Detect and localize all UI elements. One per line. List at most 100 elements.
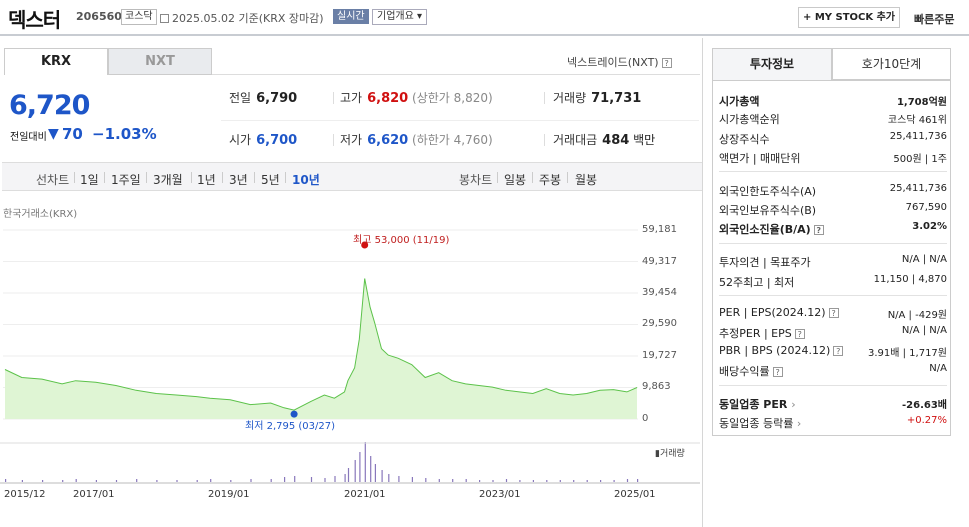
help-icon[interactable]: ? (794, 329, 805, 339)
help-icon[interactable]: ? (772, 367, 783, 377)
y-tick: 19,727 (642, 350, 677, 361)
period-1d[interactable]: 1일 (80, 173, 99, 187)
candle-weekly[interactable]: 주봉 (539, 173, 562, 187)
volume-bar (347, 468, 350, 482)
info-key-text: PER | EPS(2024.12) (719, 306, 826, 319)
line-chart-label[interactable]: 선차트 (36, 173, 70, 187)
x-tick: 2025/01 (614, 489, 656, 500)
volume-bar (230, 480, 232, 482)
tab-divider (212, 74, 700, 75)
volume-bar (388, 474, 390, 482)
info-row: 외국인소진율(B/A)? 3.02% (719, 221, 947, 237)
volume-bar (600, 480, 602, 482)
help-icon[interactable]: ? (828, 308, 839, 318)
tab-nxt[interactable]: NXT (108, 48, 212, 75)
volume-bar (294, 476, 296, 482)
info-value: N/A | N/A (901, 254, 947, 265)
volume-bar (381, 470, 383, 482)
volume-bar (573, 480, 575, 482)
quick-order-button[interactable]: 빠른주문 (914, 13, 955, 26)
high-price: 고가 6,820 (상한가 8,820) (340, 89, 493, 106)
open-price: 시가 6,700 (229, 131, 297, 148)
quote-chart-panel: KRX NXT 넥스트레이드(NXT)? 6,720 전일대비 ▼ 70 −1.… (0, 38, 703, 527)
info-value: 25,411,736 (889, 131, 947, 142)
divider (254, 172, 255, 183)
info-row: 52주최고 | 최저 11,150 | 4,870 (719, 274, 947, 290)
volume-bar (586, 480, 588, 482)
candle-chart-label[interactable]: 봉차트 (459, 173, 493, 187)
realtime-button[interactable]: 실시간 (333, 9, 369, 24)
info-row[interactable]: 동일업종 등락률 › +0.27% (719, 415, 947, 431)
change-percent: −1.03% (92, 125, 157, 143)
volume-bar (196, 480, 198, 482)
change-label: 전일대비 (10, 132, 47, 143)
info-key: PBR | BPS (2024.12)? (719, 344, 844, 357)
volume-bar (546, 480, 548, 482)
volume-bar (479, 480, 481, 482)
chart-period-bar: 선차트 1일 1주일 3개월 1년 3년 5년 10년 봉차트 일봉 주봉 월봉 (2, 162, 702, 191)
volume-bar (334, 476, 336, 482)
volume-bar (5, 479, 7, 482)
nxt-link-label: 넥스트레이드(NXT) (567, 56, 659, 69)
period-10y[interactable]: 10년 (292, 173, 320, 187)
high-label: 고가 (340, 91, 363, 105)
info-value: N/A (929, 363, 947, 374)
y-tick: 39,454 (642, 287, 677, 298)
tab-orderbook[interactable]: 호가10단계 (832, 48, 951, 80)
info-value: 500원 | 1주 (893, 154, 947, 165)
volume-bar (324, 478, 326, 482)
candle-daily[interactable]: 일봉 (504, 173, 527, 187)
period-3m[interactable]: 3개월 (153, 173, 183, 187)
volume-bar (613, 480, 615, 482)
volume-bar (115, 480, 118, 482)
divider (719, 385, 947, 386)
candle-monthly[interactable]: 월봉 (575, 173, 598, 187)
min-price-label: 최저 2,795 (03/27) (245, 421, 336, 432)
tab-krx[interactable]: KRX (4, 48, 108, 75)
divider (544, 134, 545, 146)
volume-bars (5, 442, 639, 482)
x-tick: 2015/12 (4, 489, 46, 500)
info-row: 시가총액순위 코스닥 461위 (719, 111, 947, 127)
nxt-link[interactable]: 넥스트레이드(NXT)? (567, 54, 672, 70)
prev-close-value: 6,790 (256, 91, 298, 106)
info-key: 동일업종 등락률 › (719, 415, 801, 431)
volume-bar (42, 480, 44, 482)
low-price: 저가 6,620 (하한가 4,760) (340, 131, 493, 148)
add-mystock-button[interactable]: + MY STOCK 추가 (798, 7, 900, 28)
volume-bar (492, 480, 494, 482)
prev-close-label: 전일 (229, 91, 252, 105)
max-price-label: 최고 53,000 (11/19) (353, 235, 450, 246)
volume-bar (452, 479, 454, 482)
tab-invest-info[interactable]: 투자정보 (712, 48, 832, 80)
price-area (5, 278, 637, 419)
info-value: 11,150 | 4,870 (873, 274, 947, 285)
volume-bar (136, 479, 138, 482)
divider (544, 92, 545, 104)
divider (74, 172, 75, 183)
volume-bar (344, 474, 346, 482)
period-1w[interactable]: 1주일 (111, 173, 141, 187)
help-icon[interactable]: ? (661, 58, 672, 68)
company-info-dropdown[interactable]: 기업개요 ▾ (372, 9, 427, 25)
price-chart[interactable] (0, 38, 703, 527)
period-5y[interactable]: 5년 (261, 173, 280, 187)
volume-bar (95, 480, 97, 482)
info-row[interactable]: 동일업종 PER › -26.63배 (719, 396, 947, 412)
info-value: 1,708억원 (896, 97, 947, 108)
info-key: 외국인보유주식수(B) (719, 204, 817, 217)
help-icon[interactable]: ? (813, 225, 824, 235)
period-3y[interactable]: 3년 (229, 173, 248, 187)
period-1y[interactable]: 1년 (197, 173, 216, 187)
info-row: 액면가 | 매매단위 500원 | 1주 (719, 150, 947, 166)
divider (567, 172, 568, 183)
open-label: 시가 (229, 133, 252, 147)
divider (719, 295, 947, 296)
help-icon[interactable]: ? (833, 346, 844, 356)
divider (333, 92, 334, 104)
change-value: 70 (62, 125, 83, 143)
base-date: 2025.05.02 기준(KRX 장마감) (160, 10, 324, 26)
x-tick: 2023/01 (479, 489, 521, 500)
divider (719, 243, 947, 244)
info-key-text: 동일업종 등락률 (719, 417, 794, 430)
